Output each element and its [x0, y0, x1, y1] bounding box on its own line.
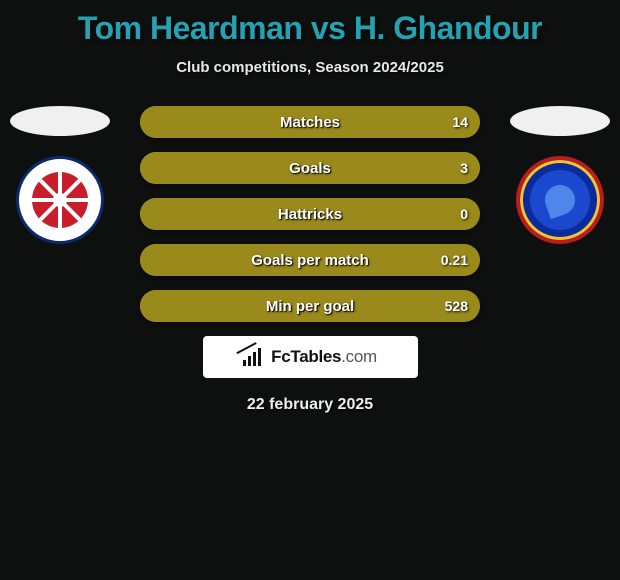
stat-value-right: 14 — [452, 114, 468, 130]
stat-label: Goals per match — [251, 252, 369, 269]
brand-name: FcTables — [271, 347, 341, 366]
player2-club-badge-icon — [516, 156, 604, 244]
stat-label: Min per goal — [266, 298, 354, 315]
stat-row: Hattricks 0 — [140, 198, 480, 230]
stat-value-right: 528 — [445, 298, 468, 314]
player2-name: H. Ghandour — [354, 10, 542, 46]
brand-suffix: .com — [341, 347, 377, 366]
player2-column — [505, 106, 615, 244]
stat-value-right: 0.21 — [441, 252, 468, 268]
player1-name: Tom Heardman — [78, 10, 303, 46]
snapshot-date: 22 february 2025 — [0, 396, 620, 414]
subtitle: Club competitions, Season 2024/2025 — [0, 59, 620, 76]
player1-silhouette-icon — [10, 106, 110, 136]
stat-label: Hattricks — [278, 206, 342, 223]
page-title: Tom Heardman vs H. Ghandour — [0, 0, 620, 47]
player1-club-badge-icon — [16, 156, 104, 244]
stat-row: Min per goal 528 — [140, 290, 480, 322]
stat-value-right: 3 — [460, 160, 468, 176]
stat-row: Matches 14 — [140, 106, 480, 138]
stat-row: Goals 3 — [140, 152, 480, 184]
branding-badge: FcTables.com — [203, 336, 418, 378]
brand-text: FcTables.com — [271, 347, 377, 367]
stat-row: Goals per match 0.21 — [140, 244, 480, 276]
brand-chart-icon — [243, 348, 265, 366]
stat-value-right: 0 — [460, 206, 468, 222]
player2-silhouette-icon — [510, 106, 610, 136]
player1-column — [5, 106, 115, 244]
stats-list: Matches 14 Goals 3 Hattricks 0 Goals per match… — [140, 106, 480, 322]
comparison-content: Matches 14 Goals 3 Hattricks 0 Goals per match… — [0, 106, 620, 414]
stat-label: Matches — [280, 114, 340, 131]
stat-label: Goals — [289, 160, 331, 177]
